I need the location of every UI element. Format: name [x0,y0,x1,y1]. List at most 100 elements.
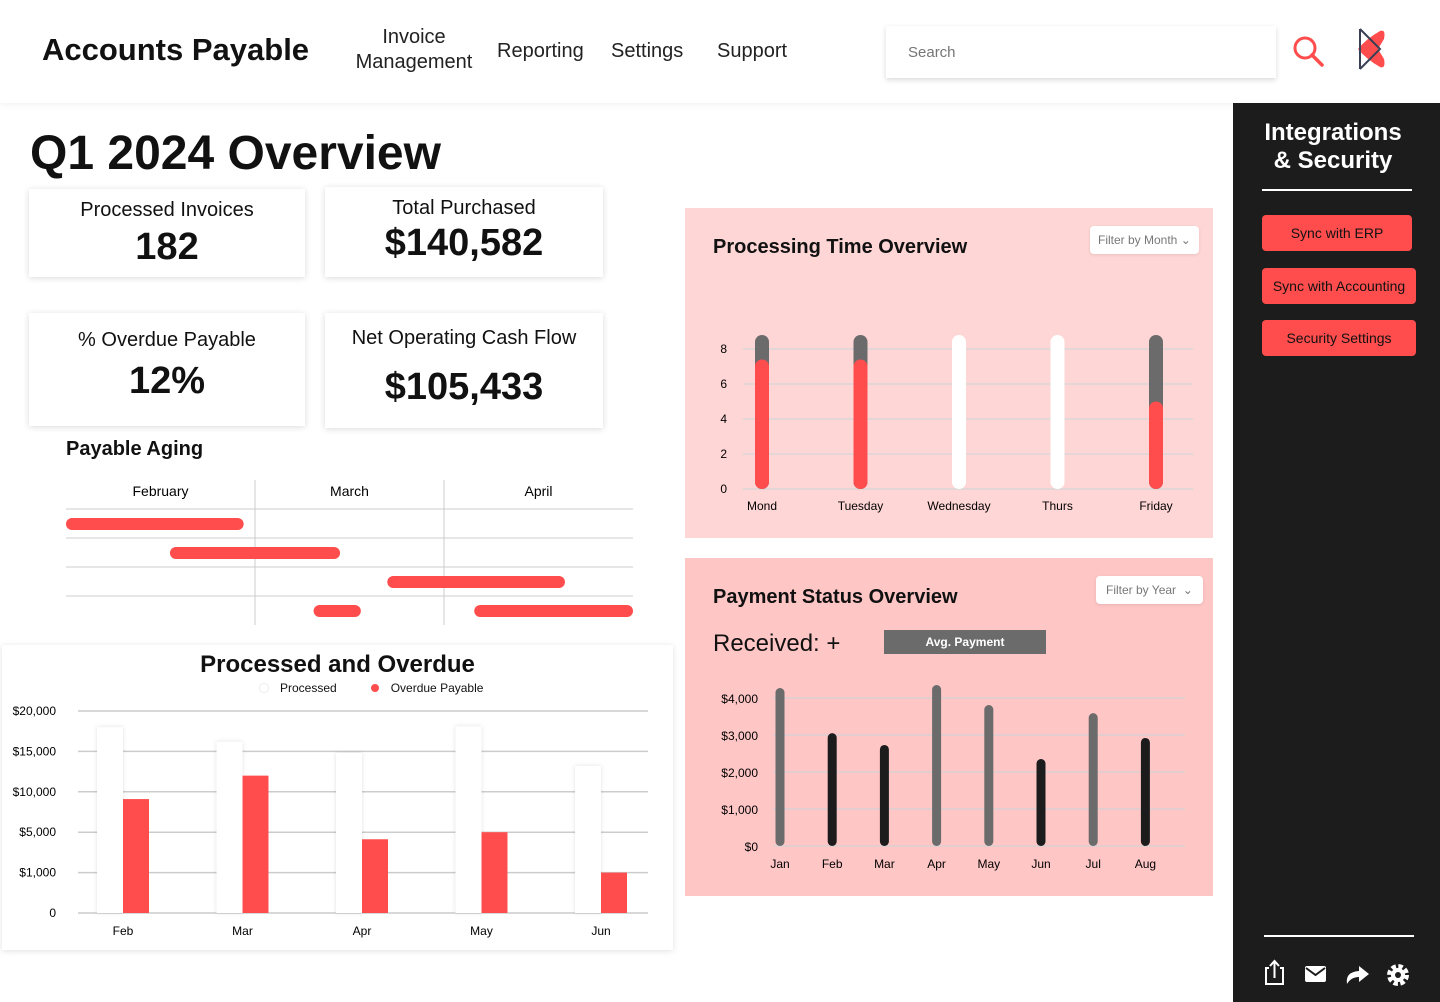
payment-status-panel: Payment Status Overview Filter by Year ⌄… [685,558,1213,896]
overdue-bar [481,832,508,913]
month-label: March [330,483,369,499]
avg-payment-button[interactable]: Avg. Payment [884,630,1046,654]
payment-bar [932,685,942,846]
x-tick-label: Mond [747,499,777,513]
kpi-value: 12% [128,360,206,402]
search-icon[interactable] [1292,34,1326,68]
y-tick-label: $10,000 [13,785,57,799]
overdue-bar [242,775,269,913]
search-input[interactable] [886,26,1276,78]
y-tick-label: $20,000 [13,704,57,718]
y-tick-label: 2 [720,447,727,461]
forward-icon[interactable] [1346,966,1369,984]
processed-overdue-panel: Processed and Overdue Processed Overdue … [2,645,673,950]
chart-title: Processed and Overdue [200,651,475,678]
total-bar [1050,335,1065,489]
chevron-down-icon: ⌄ [1182,583,1193,597]
legend-swatch-processed [260,684,268,692]
overdue-bar [601,872,627,913]
y-tick-label: $2,000 [721,766,758,780]
x-tick-label: Jan [770,857,789,871]
payment-bar [1140,737,1150,846]
payable-aging-chart: February March April [66,480,633,625]
received-label: Received: + [713,630,841,657]
settings-icon[interactable] [1387,964,1409,986]
chevron-down-icon: ⌄ [1180,233,1191,247]
kpi-value: $140,582 [384,222,544,264]
aging-bar [66,518,244,530]
aging-bar [474,605,633,617]
nav-settings[interactable]: Settings [611,40,684,62]
kpi-label: Total Purchased [392,197,536,219]
filter-by-month-dropdown[interactable]: Filter by Month ⌄ [1090,226,1199,254]
processed-bar [97,727,123,913]
integrations-sidebar: Integrations & Security Sync with ERP Syn… [1233,103,1440,1002]
payment-bar [984,705,994,846]
mail-icon[interactable] [1305,966,1326,982]
processed-bar [216,741,243,913]
kpi-label: Processed Invoices [80,199,254,221]
divider [1264,935,1414,937]
y-tick-label: 4 [720,412,727,426]
sidebar-title-line: Integrations [1264,119,1402,146]
processing-bar [755,359,769,489]
x-tick-label: Feb [822,857,843,871]
filter-by-year-dropdown[interactable]: Filter by Year ⌄ [1096,576,1203,604]
payment-bar [879,744,889,846]
kpi-net-operating-cash-flow: Net Operating Cash Flow $105,433 [325,313,603,428]
payment-bar [1036,759,1046,846]
nav-support[interactable]: Support [717,40,788,62]
filter-label: Filter by Year [1106,583,1177,597]
x-tick-label: Jul [1086,857,1101,871]
x-tick-label: Feb [113,924,134,938]
processed-bar [336,753,362,913]
x-tick-label: Mar [232,924,253,938]
sidebar-title: Integrations & Security [1233,119,1433,175]
security-settings-button[interactable]: Security Settings [1262,320,1416,356]
sync-erp-button[interactable]: Sync with ERP [1262,215,1412,251]
x-tick-label: May [470,924,493,938]
payment-bar [775,688,785,846]
overdue-bar [362,839,388,913]
x-tick-label: May [977,857,1000,871]
sync-accounting-button[interactable]: Sync with Accounting [1262,268,1416,304]
nav-reporting[interactable]: Reporting [497,40,584,62]
processing-bar [853,359,868,489]
y-tick-label: $4,000 [721,692,758,706]
processed-bar [455,726,482,913]
x-tick-label: Mar [874,857,895,871]
payable-aging-title: Payable Aging [66,438,204,460]
y-tick-label: 8 [720,342,727,356]
processing-time-chart: 0 2 4 6 8 Mond Tuesday Wednesday Thurs Friday [720,335,1193,513]
processing-time-panel: Processing Time Overview Filter by Month… [685,208,1213,538]
y-tick-label: 0 [49,906,56,920]
chart-title: Payment Status Overview [713,586,958,608]
x-tick-label: Jun [591,924,610,938]
aging-bar [169,547,341,559]
divider [1262,189,1412,191]
y-tick-label: $3,000 [721,729,758,743]
x-tick-label: Thurs [1042,499,1073,513]
footer-icons [1265,959,1409,986]
y-tick-label: $5,000 [19,825,56,839]
x-tick-label: Wednesday [927,499,990,513]
x-tick-label: Apr [353,924,372,938]
y-tick-label: 6 [720,377,727,391]
share-icon[interactable] [1265,959,1284,985]
processing-bar [1149,401,1163,489]
y-tick-label: 0 [720,482,727,496]
filter-label: Filter by Month [1098,233,1178,247]
sidebar-title-line: & Security [1273,147,1393,174]
overdue-bar [123,799,149,913]
top-bar: Accounts Payable Invoice Management Repo… [0,0,1440,103]
x-tick-label: Jun [1031,857,1050,871]
page-title: Q1 2024 Overview [30,127,441,180]
aging-bar [387,576,565,588]
kpi-total-purchased: Total Purchased $140,582 [325,187,603,277]
legend-swatch-overdue [370,684,379,692]
processed-bar [575,765,601,913]
aging-bar [313,605,361,617]
kpi-value: $105,433 [384,366,544,408]
nav-invoice-management[interactable]: Invoice Management [355,26,473,73]
logo-icon [1358,28,1385,70]
